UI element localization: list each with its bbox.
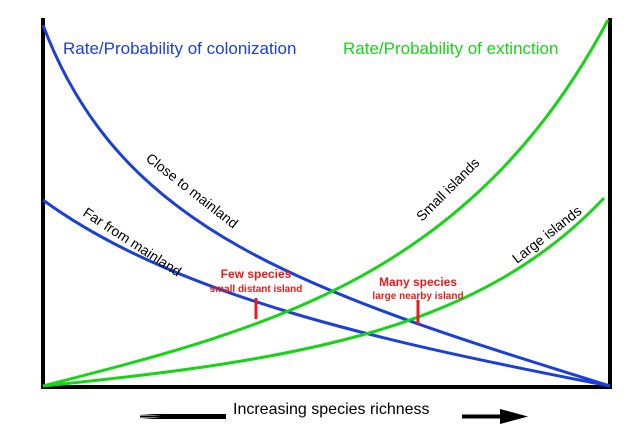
axis-arrow-head xyxy=(500,409,528,424)
colonization-curve-close-to-mainland xyxy=(41,24,611,388)
few-species-label: Few species xyxy=(221,267,292,281)
few-species-sublabel: small distant island xyxy=(210,284,303,295)
many-species-label: Many species xyxy=(379,275,457,289)
colonization-title: Rate/Probability of colonization xyxy=(63,39,296,58)
x-axis-label: Increasing species richness xyxy=(233,401,430,418)
extinction-title: Rate/Probability of extinction xyxy=(343,39,558,58)
extinction-curve-large-islands xyxy=(42,196,606,388)
colonization-curve-far-from-mainland xyxy=(42,198,611,388)
many-species-sublabel: large nearby island xyxy=(372,291,463,302)
large-islands-label: Large islands xyxy=(509,202,584,266)
far-from-mainland-label: Far from mainland xyxy=(80,204,184,279)
extinction-curve-small-islands xyxy=(42,19,610,388)
small-islands-label: Small islands xyxy=(413,154,483,224)
